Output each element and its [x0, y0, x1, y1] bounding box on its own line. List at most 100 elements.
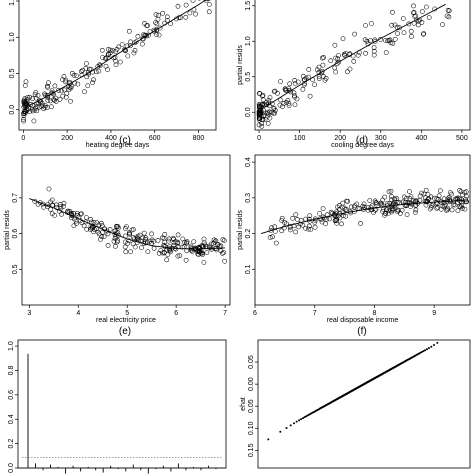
data-point — [260, 97, 266, 103]
data-point — [201, 236, 207, 242]
data-point — [84, 226, 90, 232]
data-point — [335, 204, 340, 210]
data-point — [52, 213, 57, 218]
data-point — [175, 232, 181, 238]
data-point — [426, 15, 432, 20]
data-point — [378, 200, 383, 206]
data-point — [402, 203, 408, 208]
data-point — [340, 213, 346, 219]
data-point — [153, 20, 158, 25]
data-point — [389, 206, 395, 212]
data-point — [193, 11, 198, 17]
data-point — [286, 103, 292, 108]
data-point — [428, 204, 434, 210]
data-point — [373, 206, 379, 212]
data-point — [383, 50, 389, 55]
data-point — [130, 241, 136, 247]
data-point — [171, 236, 176, 242]
data-point — [164, 18, 170, 23]
data-point — [47, 98, 53, 104]
data-point — [367, 198, 373, 203]
data-point — [33, 90, 39, 95]
data-point — [314, 67, 320, 73]
data-point — [79, 211, 84, 217]
qq-point — [420, 351, 423, 353]
qq-point — [422, 350, 425, 353]
data-point — [135, 236, 141, 242]
data-point — [365, 205, 371, 210]
data-point — [428, 194, 434, 200]
data-point — [389, 22, 395, 28]
data-point — [207, 245, 212, 250]
data-point — [425, 192, 431, 197]
data-point — [105, 231, 111, 237]
data-point — [351, 204, 357, 210]
data-point — [206, 0, 211, 2]
data-point — [23, 79, 29, 85]
data-point — [126, 28, 132, 34]
data-point — [307, 213, 313, 219]
data-point — [130, 235, 136, 240]
data-point — [408, 28, 414, 34]
data-point — [49, 88, 55, 94]
trend-line — [23, 0, 207, 109]
data-point — [281, 101, 287, 106]
y-tick-label: 0.2 — [245, 229, 252, 239]
panel-d: (d) 0.1 0.2 0.3 0.4 partial resids 6 7 8 9 real di… — [237, 135, 471, 324]
data-point — [221, 238, 227, 243]
data-point — [51, 97, 57, 102]
data-point — [281, 225, 287, 231]
data-point — [121, 47, 127, 53]
data-point — [106, 52, 112, 57]
y-tick-label: 0.2 — [8, 439, 15, 449]
data-point — [335, 56, 341, 62]
data-point — [220, 250, 225, 256]
qq-point — [293, 422, 295, 425]
plot-frame — [254, 0, 471, 131]
data-point — [143, 240, 148, 246]
data-point — [340, 36, 346, 42]
data-point — [60, 93, 66, 99]
data-point — [458, 204, 464, 210]
data-point — [155, 16, 161, 22]
data-point — [395, 207, 400, 213]
data-point — [71, 223, 77, 229]
y-tick-label: 0.00 — [248, 377, 255, 391]
data-point — [421, 31, 427, 36]
data-point — [352, 203, 358, 209]
data-point — [306, 74, 312, 80]
qq-point — [285, 427, 288, 429]
qq-point — [295, 420, 298, 423]
data-point — [68, 98, 73, 104]
y-axis-label: partial resids — [237, 45, 244, 85]
data-point — [160, 10, 166, 16]
data-point — [85, 83, 91, 89]
data-point — [328, 209, 334, 215]
y-tick-label: 0.4 — [245, 157, 252, 167]
data-point — [409, 34, 414, 39]
data-point — [59, 211, 64, 217]
data-point — [312, 82, 317, 88]
data-point — [312, 220, 318, 225]
data-point — [48, 206, 53, 212]
data-point — [215, 242, 221, 248]
plot-frame — [18, 0, 217, 131]
data-point — [98, 236, 103, 242]
data-point — [140, 235, 146, 241]
y-tick-label: 1.5 — [9, 0, 16, 6]
data-point — [270, 234, 275, 240]
x-tick-label: 200 — [61, 135, 73, 142]
data-point — [256, 122, 262, 128]
data-point — [423, 187, 429, 193]
data-point — [45, 83, 50, 89]
data-point — [358, 221, 363, 226]
panel-label: (e) — [119, 326, 131, 337]
panel-b: 0.0 0.5 1.0 1.5 partial resids 0 100 200 300 400 5… — [237, 0, 471, 149]
data-point — [96, 68, 102, 74]
data-point — [126, 238, 132, 244]
data-point — [153, 12, 159, 17]
data-point — [312, 218, 318, 223]
data-point — [361, 201, 367, 207]
data-point — [256, 112, 262, 118]
data-point — [191, 246, 197, 252]
